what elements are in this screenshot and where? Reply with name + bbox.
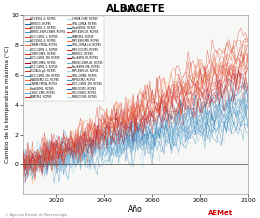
Y-axis label: Cambio de la temperatura máxima (°C): Cambio de la temperatura máxima (°C) — [4, 46, 10, 163]
Text: ANUAL: ANUAL — [122, 5, 148, 14]
Title: ALBACETE: ALBACETE — [106, 4, 165, 14]
Legend: ACCESS1-0, RCP85, MIROC5, RCP85, ACCESS1-3, RCP85, MIROC-ESM-CHEM, RCP85, BCC-CS: ACCESS1-0, RCP85, MIROC5, RCP85, ACCESS1… — [24, 16, 103, 100]
Text: © Agencia Estatal de Meteorología: © Agencia Estatal de Meteorología — [5, 213, 67, 217]
Text: AEMet: AEMet — [208, 210, 233, 216]
X-axis label: Año: Año — [128, 205, 143, 214]
